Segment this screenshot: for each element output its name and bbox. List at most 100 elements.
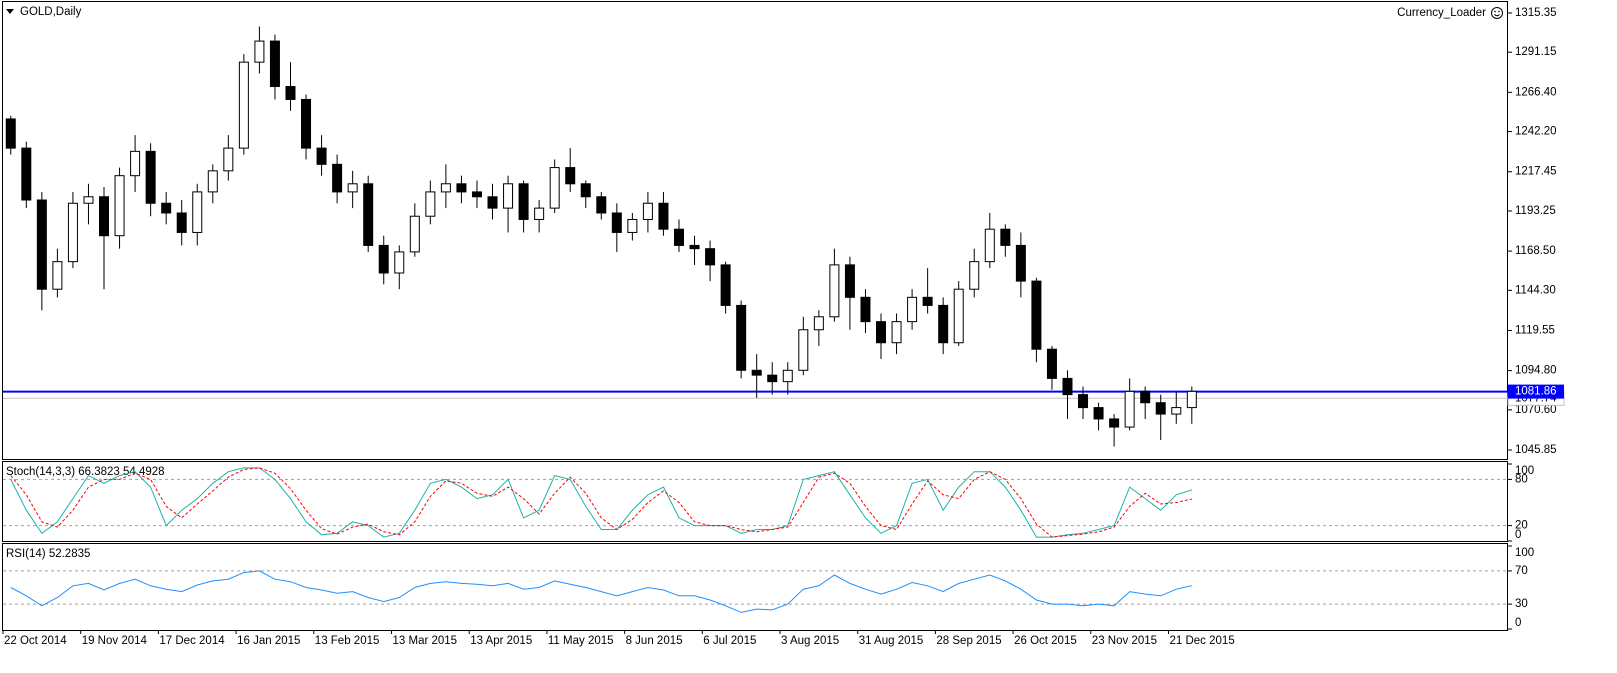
candle-body bbox=[829, 264, 840, 318]
candle-body bbox=[984, 228, 995, 263]
candle-body bbox=[161, 202, 172, 214]
candle-body bbox=[891, 321, 902, 344]
candle-body bbox=[378, 244, 389, 274]
y-tick-label: 80 bbox=[1515, 473, 1528, 485]
candle-body bbox=[114, 175, 125, 237]
x-tick-label: 23 Nov 2015 bbox=[1092, 635, 1157, 647]
candle-body bbox=[813, 316, 824, 331]
candle-body bbox=[1031, 280, 1042, 350]
candle-body bbox=[1046, 348, 1057, 379]
candle-body bbox=[503, 183, 514, 209]
candle-body bbox=[642, 202, 653, 220]
candle-body bbox=[269, 40, 280, 87]
candle-body bbox=[5, 118, 16, 149]
x-tick-label: 31 Aug 2015 bbox=[859, 635, 924, 647]
candles bbox=[5, 26, 1197, 447]
candle-body bbox=[1109, 418, 1120, 428]
rsi-title: RSI(14) 52.2835 bbox=[6, 548, 90, 560]
indicator-line bbox=[10, 570, 1192, 613]
x-tick-label: 21 Dec 2015 bbox=[1170, 635, 1235, 647]
candle-body bbox=[363, 183, 374, 246]
candle-body bbox=[938, 304, 949, 344]
y-tick-label: 1070.60 bbox=[1515, 404, 1557, 416]
candle-body bbox=[720, 264, 731, 306]
candle-body bbox=[580, 183, 591, 198]
x-tick-label: 28 Sep 2015 bbox=[936, 635, 1001, 647]
main-panel-frame bbox=[2, 1, 1508, 460]
indicator-name: Currency_Loader bbox=[1397, 7, 1486, 19]
candle-body bbox=[99, 196, 110, 237]
rsi-panel-frame bbox=[2, 543, 1508, 631]
candle-body bbox=[876, 321, 887, 344]
price-label: 1081.86 bbox=[1515, 386, 1557, 398]
x-tick-label: 22 Oct 2014 bbox=[4, 635, 67, 647]
candle-body bbox=[673, 228, 684, 246]
y-tick-label: 1217.45 bbox=[1515, 166, 1557, 178]
y-tick-label: 1168.50 bbox=[1515, 245, 1556, 257]
candle-body bbox=[1093, 407, 1104, 420]
candle-body bbox=[1140, 390, 1151, 404]
candle-body bbox=[285, 85, 296, 100]
candle-body bbox=[394, 251, 405, 274]
candle-body bbox=[471, 191, 482, 198]
candle-body bbox=[130, 150, 141, 177]
candle-body bbox=[549, 167, 560, 209]
candle-body bbox=[1186, 390, 1197, 409]
candle-body bbox=[1171, 407, 1182, 415]
candle-body bbox=[425, 191, 436, 217]
candle-body bbox=[347, 183, 358, 193]
candle-body bbox=[145, 150, 156, 204]
candle-body bbox=[316, 147, 327, 165]
candle-body bbox=[736, 304, 747, 371]
candle-body bbox=[705, 248, 716, 266]
candle-body bbox=[456, 183, 467, 193]
candle-body bbox=[223, 147, 234, 172]
candle-body bbox=[176, 212, 187, 233]
dropdown-arrow[interactable] bbox=[6, 9, 14, 14]
candle-body bbox=[534, 207, 545, 220]
candle-body bbox=[301, 98, 312, 149]
candle-body bbox=[627, 218, 638, 233]
y-tick-label: 1193.25 bbox=[1515, 205, 1556, 217]
y-tick-label: 1242.20 bbox=[1515, 126, 1557, 138]
x-tick-label: 13 Apr 2015 bbox=[470, 635, 532, 647]
candle-body bbox=[1062, 377, 1073, 396]
candle-body bbox=[1078, 394, 1089, 409]
x-tick-label: 13 Mar 2015 bbox=[393, 635, 458, 647]
y-tick-label: 100 bbox=[1515, 465, 1534, 477]
x-tick-label: 3 Aug 2015 bbox=[781, 635, 839, 647]
candle-body bbox=[207, 170, 218, 193]
candle-body bbox=[1124, 390, 1135, 428]
candle-body bbox=[907, 296, 918, 323]
candle-body bbox=[332, 163, 343, 193]
y-tick-label: 1266.40 bbox=[1515, 86, 1557, 98]
symbol-title: GOLD,Daily bbox=[20, 6, 82, 18]
candle-body bbox=[782, 369, 793, 383]
candle-body bbox=[440, 183, 451, 193]
y-tick-label: 20 bbox=[1515, 520, 1528, 532]
candle-body bbox=[798, 329, 809, 371]
candle-body bbox=[36, 199, 47, 290]
y-tick-label: 30 bbox=[1515, 598, 1528, 610]
candle-body bbox=[21, 147, 32, 201]
candle-body bbox=[767, 374, 778, 383]
x-tick-label: 16 Jan 2015 bbox=[237, 635, 300, 647]
candle-body bbox=[1155, 402, 1166, 415]
smiley-icon bbox=[1491, 7, 1503, 19]
x-tick-label: 13 Feb 2015 bbox=[315, 635, 380, 647]
candle-body bbox=[565, 167, 576, 185]
stoch-title: Stoch(14,3,3) 66.3823 54.4928 bbox=[6, 466, 165, 478]
candle-body bbox=[611, 212, 622, 233]
x-tick-label: 26 Oct 2015 bbox=[1014, 635, 1077, 647]
candle-body bbox=[860, 296, 871, 323]
candle-body bbox=[751, 369, 762, 376]
y-tick-label: 1144.30 bbox=[1515, 284, 1556, 296]
y-tick-label: 1045.85 bbox=[1515, 444, 1557, 456]
x-tick-label: 17 Dec 2014 bbox=[159, 635, 225, 647]
candle-body bbox=[658, 202, 669, 230]
candle-body bbox=[922, 296, 933, 306]
candle-body bbox=[192, 191, 203, 233]
candle-body bbox=[67, 202, 78, 263]
